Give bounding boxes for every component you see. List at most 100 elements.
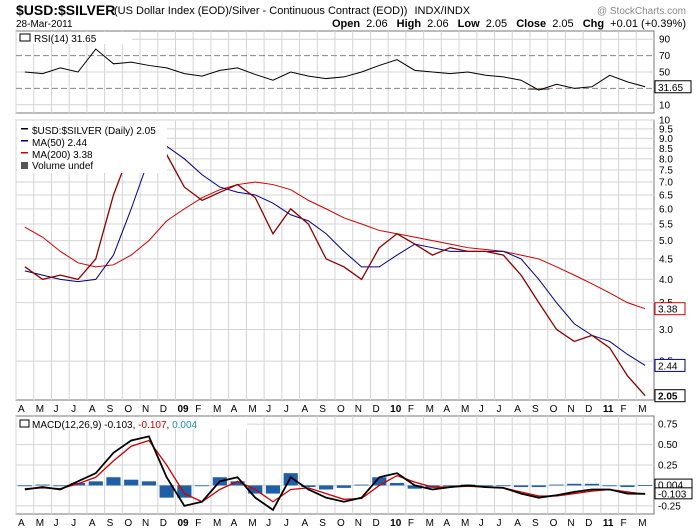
x-tick-label: 10 xyxy=(390,518,402,529)
x-tick-label: S xyxy=(107,518,114,529)
price-legend-bg xyxy=(17,121,167,173)
close-value: 2.05 xyxy=(552,18,573,30)
price-tick-label: 3.0 xyxy=(659,325,673,336)
macd-histogram-bar xyxy=(443,485,458,487)
chart-description: (US Dollar Index (EOD)/Silver - Continuo… xyxy=(114,5,471,17)
legend-ma50: MA(50) 2.44 xyxy=(32,138,87,149)
x-tick-label: M xyxy=(36,404,44,415)
x-tick-label: M xyxy=(248,518,256,529)
legend-ma200: MA(200) 3.38 xyxy=(32,150,93,161)
x-tick-label: A xyxy=(89,404,96,415)
price-tick-label: 7.0 xyxy=(659,178,673,189)
macd-histogram-bar xyxy=(531,485,546,488)
macd-histogram-bar xyxy=(319,485,334,490)
macd-histogram-bar xyxy=(336,485,351,488)
x-tick-label: M xyxy=(638,518,646,529)
price-value-tag-box xyxy=(654,302,686,316)
x-tick-label: A xyxy=(18,404,25,415)
macd-panel: 0.750.500.250.004-0.103-0.25 MACD(12,26,… xyxy=(15,415,693,515)
price-legend: $USD:$SILVER (Daily) 2.05 MA(50) 2.44 MA… xyxy=(21,126,156,172)
x-tick-label: J xyxy=(71,518,76,529)
legend-volume-swatch xyxy=(21,162,28,169)
macd-tick-label: -0.103 xyxy=(658,489,687,500)
open-label: Open xyxy=(332,18,360,30)
macd-histogram-bar xyxy=(389,482,405,486)
x-tick-label: J xyxy=(71,404,76,415)
price-tick-label: 10 xyxy=(659,116,671,127)
x-tick-label: A xyxy=(302,404,309,415)
macd-tick-label: 0.75 xyxy=(658,420,678,431)
x-tick-label: J xyxy=(53,404,58,415)
price-tick-label: 6.5 xyxy=(659,190,673,201)
legend-volume: Volume undef xyxy=(32,161,93,172)
price-value-tag: 3.38 xyxy=(658,305,678,316)
x-tick-label: M xyxy=(461,518,469,529)
x-tick-label: F xyxy=(408,518,414,529)
x-tick-label: D xyxy=(585,404,592,415)
x-tick-label: M xyxy=(213,518,221,529)
macd-histogram-bar xyxy=(265,485,281,494)
macd-histogram-bar xyxy=(106,477,121,486)
x-tick-label: N xyxy=(567,518,574,529)
rsi-tick-label: 90 xyxy=(659,35,671,46)
x-tick-label: 09 xyxy=(178,404,190,415)
macd-histogram-bar xyxy=(372,477,387,486)
close-label: Close xyxy=(516,18,546,30)
low-value: 2.05 xyxy=(486,18,507,30)
macd-tick-label: 0.004 xyxy=(658,481,683,492)
macd-histogram-bar xyxy=(124,479,139,486)
x-tick-label: O xyxy=(337,518,345,529)
description-text: (US Dollar Index (EOD)/Silver - Continuo… xyxy=(114,5,407,17)
x-tick-label: M xyxy=(426,404,434,415)
macd-histogram-bar xyxy=(354,484,369,486)
macd-histogram-bar xyxy=(88,481,103,486)
x-tick-label: D xyxy=(372,518,379,529)
macd-histogram-bar xyxy=(602,485,617,487)
x-tick-label: F xyxy=(621,518,627,529)
x-axis-top: A M J J A S O N D 09 F M A M J J A S O N D 10 F M A M J J A S O N D 11 F M xyxy=(18,404,647,415)
x-tick-label: S xyxy=(107,404,114,415)
x-tick-label: F xyxy=(195,404,201,415)
legend-price: $USD:$SILVER (Daily) 2.05 xyxy=(32,126,156,137)
macd-histogram-bar xyxy=(159,485,174,498)
x-tick-label: J xyxy=(497,404,502,415)
rsi-tick-label: 10 xyxy=(659,100,671,111)
x-tick-label: A xyxy=(514,404,521,415)
x-tick-label: S xyxy=(319,518,326,529)
x-tick-label: A xyxy=(18,518,25,529)
rsi-legend-bg xyxy=(17,32,132,44)
x-tick-label: A xyxy=(231,518,238,529)
legend-price-swatch xyxy=(21,128,28,130)
x-tick-label: F xyxy=(408,404,414,415)
rsi-legend-swatch xyxy=(19,33,31,42)
x-tick-label: O xyxy=(337,404,345,415)
x-tick-label: J xyxy=(266,404,271,415)
macd-histogram-bar xyxy=(620,485,635,488)
x-tick-label: 09 xyxy=(178,518,190,529)
macd-line xyxy=(24,435,646,512)
macd-legend-sep2: , xyxy=(167,420,173,431)
macd-tick-label: 0.50 xyxy=(658,440,678,451)
macd-histogram-bar xyxy=(53,485,68,487)
rsi-tick-label: 70 xyxy=(659,51,671,62)
macd-histogram-bar xyxy=(230,481,245,486)
macd-signal-line xyxy=(24,439,646,503)
price-value-tag: 2.05 xyxy=(658,392,678,403)
x-tick-label: A xyxy=(443,404,450,415)
x-tick-label: M xyxy=(426,518,434,529)
chg-value: +0.01 (+0.39%) xyxy=(610,18,686,30)
price-value-tag-box xyxy=(654,358,686,372)
legend-ma50-swatch xyxy=(21,140,28,142)
macd-histogram-bar xyxy=(141,481,157,486)
x-tick-label: J xyxy=(284,518,289,529)
macd-histogram-bar xyxy=(17,485,32,487)
macd-legend-sep1: , xyxy=(133,420,139,431)
ma50-line xyxy=(24,145,646,366)
x-tick-label: O xyxy=(124,404,132,415)
macd-histogram-bar xyxy=(194,485,210,487)
macd-tick-label: -0.25 xyxy=(658,501,681,512)
ohlc-readout: Open 2.06 High 2.06 Low 2.05 Close 2.05 … xyxy=(332,18,686,30)
high-label: High xyxy=(397,18,422,30)
x-tick-label: D xyxy=(160,404,167,415)
